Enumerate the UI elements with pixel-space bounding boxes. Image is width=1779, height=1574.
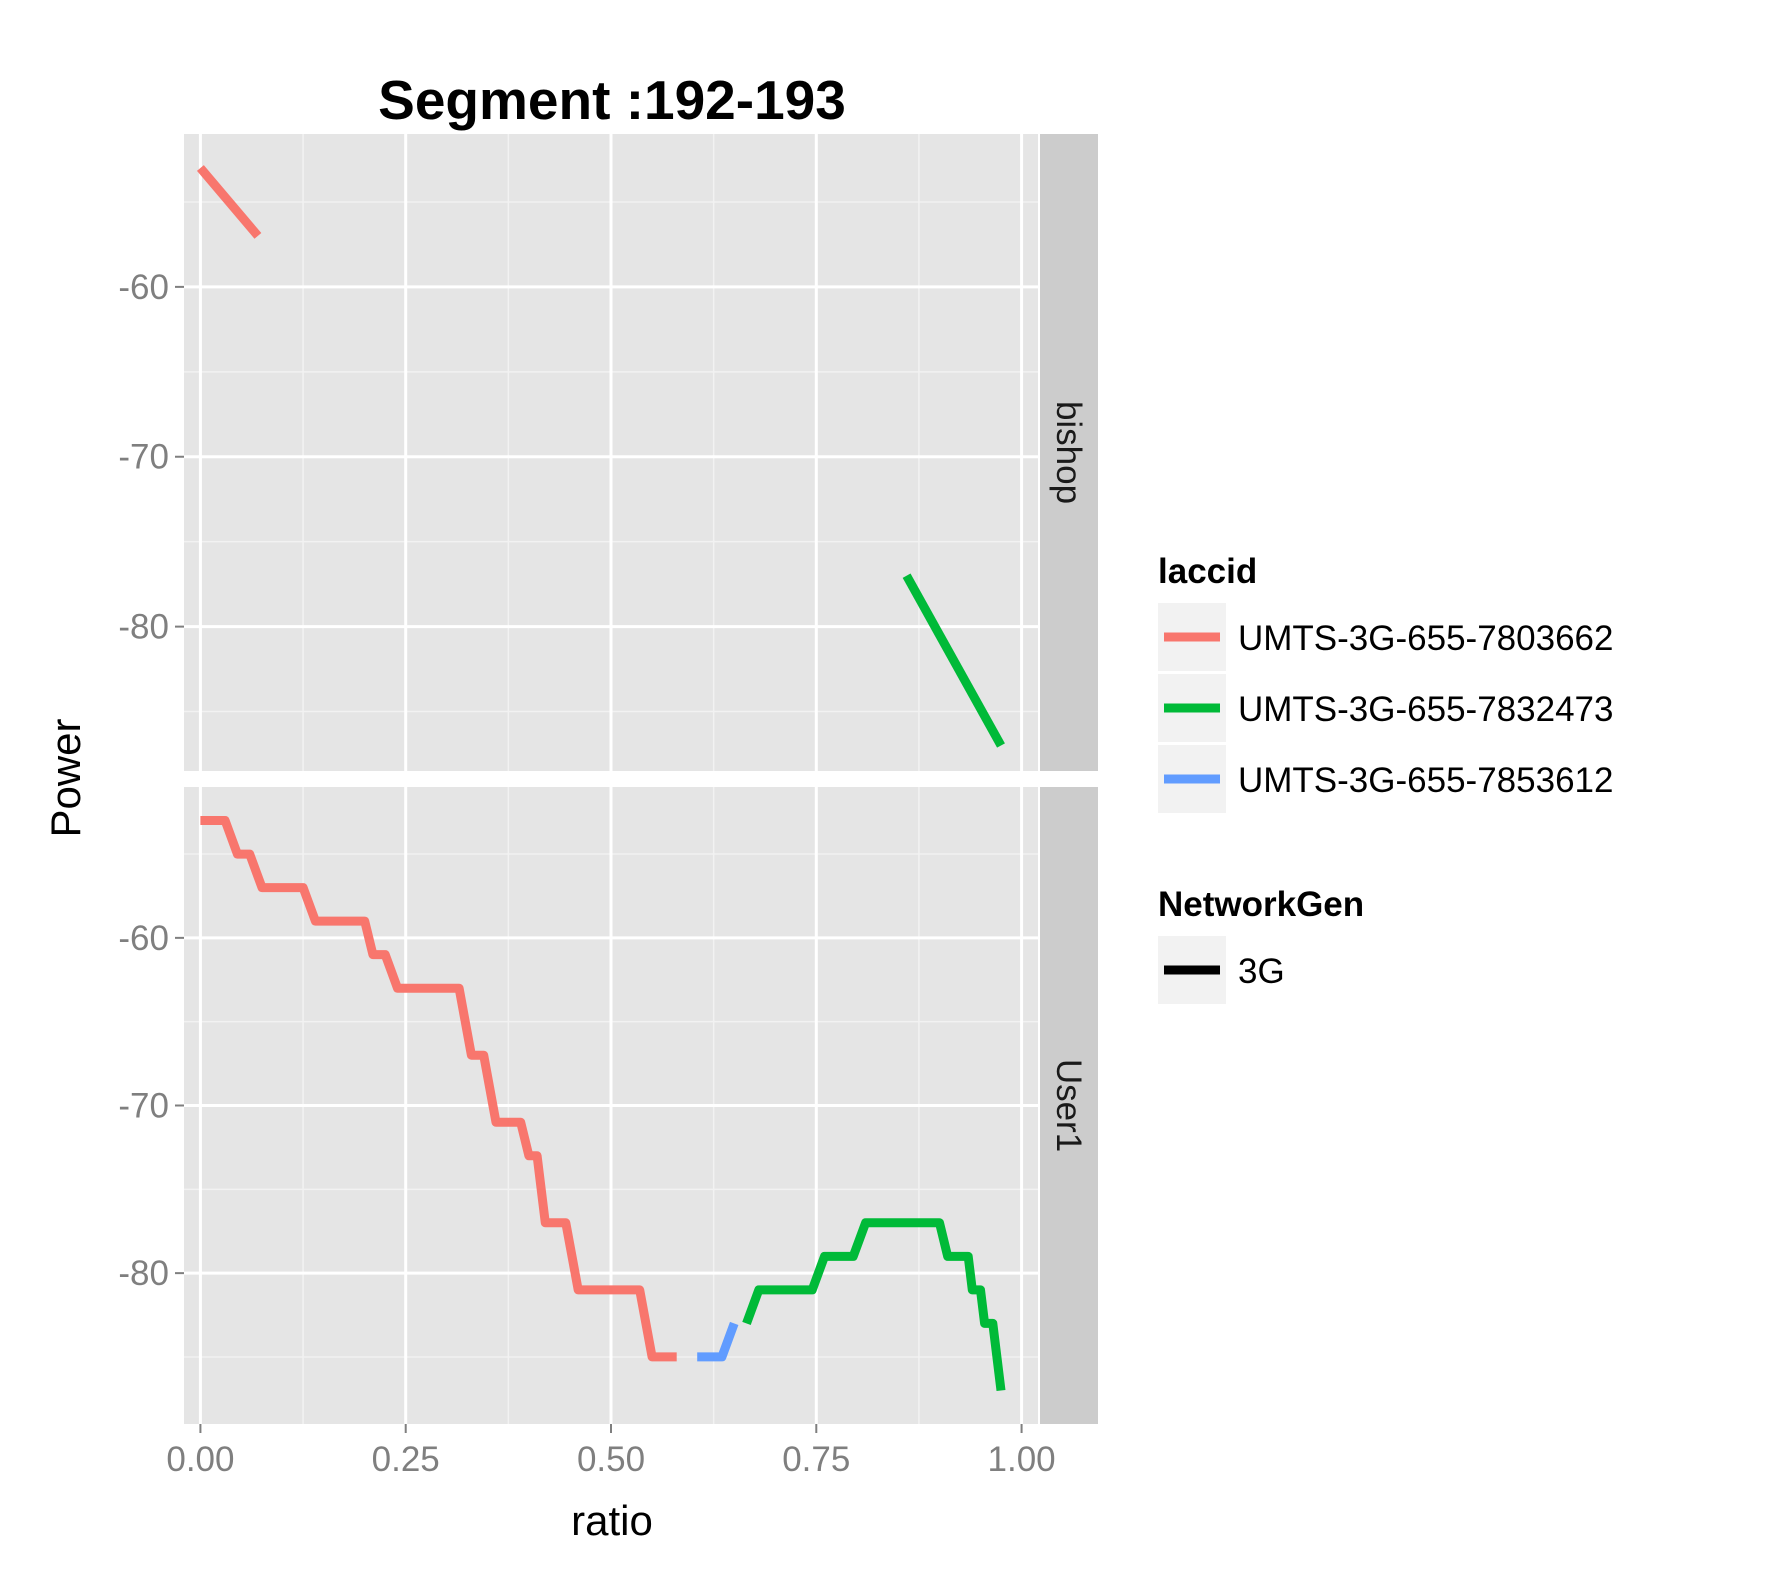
x-axis-title: ratio: [571, 1497, 653, 1544]
facet-panel-User1: -60 -70 -80 User1: [118, 787, 1098, 1424]
legend-laccid: laccid UMTS-3G-655-7803662 UMTS-3G-655-783…: [1158, 552, 1613, 813]
x-tick-label: 0.50: [577, 1440, 645, 1479]
legend-label: 3G: [1238, 952, 1285, 991]
facet-strip-label: User1: [1049, 1059, 1088, 1152]
y-tick-label: -80: [118, 608, 169, 647]
x-tick-label: 0.25: [372, 1440, 440, 1479]
facet-strip: [1040, 134, 1098, 771]
facet-strip: [1040, 787, 1098, 1424]
x-tick-label: 1.00: [988, 1440, 1056, 1479]
x-axis: 0.00 0.25 0.50 0.75 1.00: [166, 1424, 1056, 1479]
y-tick-label: -70: [118, 1087, 169, 1126]
y-tick-label: -60: [118, 919, 169, 958]
legend-label: UMTS-3G-655-7803662: [1238, 619, 1613, 658]
legend: laccid UMTS-3G-655-7803662 UMTS-3G-655-783…: [1158, 552, 1613, 1004]
series-line-UMTS-3G-655-7803662: [196, 165, 262, 239]
legend-label: UMTS-3G-655-7832473: [1238, 690, 1613, 729]
legend-title: laccid: [1158, 552, 1257, 591]
y-tick-label: -70: [118, 438, 169, 477]
facet-panels: -60 -70 -80 bishop -60 -70 -80 User1: [118, 134, 1098, 1424]
series-line-UMTS-3G-655-7803662: [200, 816, 677, 1362]
x-tick-label: 0.75: [782, 1440, 850, 1479]
y-axis-title: Power: [42, 718, 89, 837]
facet-panel-bishop: -60 -70 -80 bishop: [118, 134, 1098, 771]
x-tick-label: 0.00: [166, 1440, 234, 1479]
facet-strip-label: bishop: [1049, 401, 1088, 504]
legend-NetworkGen: NetworkGen 3G: [1158, 885, 1364, 1004]
series-line-UMTS-3G-655-7853612: [697, 1321, 739, 1362]
legend-title: NetworkGen: [1158, 885, 1364, 924]
chart-title: Segment :192-193: [378, 69, 846, 131]
y-tick-label: -80: [118, 1254, 169, 1293]
series-line-UMTS-3G-655-7832473: [742, 1218, 1006, 1392]
series-line-UMTS-3G-655-7832473: [902, 573, 1005, 748]
y-tick-label: -60: [118, 268, 169, 307]
legend-label: UMTS-3G-655-7853612: [1238, 761, 1613, 800]
